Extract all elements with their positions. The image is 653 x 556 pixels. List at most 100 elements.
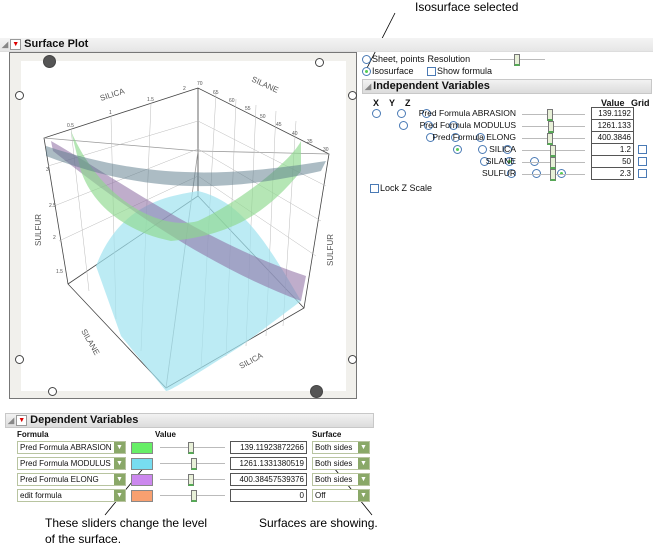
collapse-icon[interactable]: ◢ [2, 40, 9, 49]
axis-y-radio[interactable] [397, 109, 406, 118]
surface-modulus [96, 191, 301, 391]
chevron-down-icon: ▼ [358, 490, 369, 501]
sheet-radio[interactable] [362, 54, 371, 64]
surface-color-swatch[interactable] [131, 474, 153, 486]
formula-select[interactable]: Pred Formula MODULUS ▼ [17, 457, 126, 470]
annotation-isosurface: Isosurface selected [415, 0, 519, 14]
isosurface-radio[interactable] [362, 66, 371, 76]
variable-slider[interactable] [522, 169, 585, 181]
formula-select[interactable]: Pred Formula ABRASION ▼ [17, 441, 126, 454]
axis-x-radio[interactable] [426, 133, 435, 142]
resize-handle[interactable] [15, 355, 24, 364]
axis-x-radio[interactable] [480, 157, 489, 166]
value-slider[interactable] [160, 458, 225, 470]
variable-slider[interactable] [522, 157, 585, 169]
isosurface-option[interactable]: Isosurface [362, 66, 414, 76]
formula-select[interactable]: Pred Formula ELONG ▼ [17, 473, 126, 486]
tick: 2 [53, 235, 56, 241]
red-triangle-menu-icon[interactable]: ▼ [10, 39, 22, 50]
axis-x-radio[interactable] [399, 121, 408, 130]
value-input[interactable]: 0 [230, 489, 307, 502]
variable-slider[interactable] [522, 133, 585, 145]
axis-z-radio[interactable] [449, 121, 458, 130]
variable-name: Pred Formula ELONG [432, 132, 516, 142]
chevron-down-icon: ▼ [358, 474, 369, 485]
surface-abrasion [71, 131, 301, 241]
variable-slider[interactable] [522, 145, 585, 157]
axis-y-radio[interactable] [451, 133, 460, 142]
tick-labels: 0.5 1 1.5 2 30 35 40 45 50 55 60 65 70 1… [46, 81, 329, 275]
sheet-option[interactable]: Sheet, points Resolution [362, 54, 470, 64]
value-input[interactable]: 1261.1331380519 [230, 457, 307, 470]
surface-color-swatch[interactable] [131, 458, 153, 470]
surface-value: Off [315, 491, 326, 500]
axis-y-radio[interactable] [532, 169, 541, 178]
resize-handle[interactable] [348, 355, 357, 364]
resolution-slider[interactable] [490, 54, 545, 66]
axis-z-radio[interactable] [530, 157, 539, 166]
tick: 3 [46, 167, 49, 173]
variable-value-input[interactable]: 2.3 [591, 167, 634, 180]
formula-select[interactable]: edit formula ▼ [17, 489, 126, 502]
surface-select[interactable]: Both sides ▼ [312, 457, 370, 470]
axis-x-radio[interactable] [453, 145, 462, 154]
sheet-label: Sheet, points [372, 54, 425, 64]
surface-plot-canvas[interactable]: SILICA SILANE SULFUR SULFUR SILANE SILIC… [9, 52, 357, 399]
axis-x-radio[interactable] [372, 109, 381, 118]
value-slider[interactable] [160, 442, 225, 454]
surface-color-swatch[interactable] [131, 442, 153, 454]
collapse-icon[interactable]: ◢ [365, 82, 372, 91]
tick: 1.5 [147, 97, 154, 103]
tick: 1.5 [56, 269, 63, 275]
value-input[interactable]: 400.38457539376 [230, 473, 307, 486]
grid-checkbox[interactable] [638, 157, 647, 166]
chevron-down-icon: ▼ [114, 490, 125, 501]
variable-name: SILANE [485, 156, 516, 166]
resize-handle[interactable] [348, 91, 357, 100]
axis-z-radio[interactable] [476, 133, 485, 142]
axis-y-radio[interactable] [505, 157, 514, 166]
grid-checkbox[interactable] [638, 169, 647, 178]
show-formula-checkbox[interactable] [427, 66, 436, 76]
axis-x-radio[interactable] [507, 169, 516, 178]
surface-select[interactable]: Both sides ▼ [312, 441, 370, 454]
tick: 50 [260, 114, 266, 120]
red-triangle-menu-icon[interactable]: ▼ [16, 415, 28, 426]
surface-color-swatch[interactable] [131, 490, 153, 502]
col-y: Y [389, 98, 396, 108]
value-slider[interactable] [160, 490, 225, 502]
formula-value: edit formula [20, 491, 62, 500]
variable-slider[interactable] [522, 121, 585, 133]
axis-y-radio[interactable] [424, 121, 433, 130]
grid-checkbox[interactable] [638, 145, 647, 154]
surface-elong [51, 141, 306, 301]
value-slider[interactable] [160, 474, 225, 486]
variable-name: Pred Formula ABRASION [418, 108, 516, 118]
lock-z-scale[interactable]: Lock Z Scale [370, 183, 432, 193]
axis-y-radio[interactable] [478, 145, 487, 154]
show-formula-option[interactable]: Show formula [427, 66, 492, 76]
tick: 30 [323, 147, 329, 153]
variable-name: SILICA [489, 144, 516, 154]
resize-handle[interactable] [48, 387, 57, 396]
3d-plot[interactable]: SILICA SILANE SULFUR SULFUR SILANE SILIC… [10, 53, 356, 398]
rotate-handle[interactable] [43, 55, 56, 68]
tick: 2.5 [49, 203, 56, 209]
formula-value: Pred Formula ELONG [20, 475, 99, 484]
rotate-handle[interactable] [310, 385, 323, 398]
tick: 1 [109, 110, 112, 116]
resize-handle[interactable] [15, 91, 24, 100]
axis-z-radio[interactable] [503, 145, 512, 154]
axis-z-radio[interactable] [557, 169, 566, 178]
collapse-icon[interactable]: ◢ [8, 416, 15, 425]
sulfur-axis-label-left: SULFUR [34, 214, 43, 246]
resize-handle[interactable] [315, 58, 324, 67]
surface-select[interactable]: Off ▼ [312, 489, 370, 502]
surface-select[interactable]: Both sides ▼ [312, 473, 370, 486]
variable-slider[interactable] [522, 109, 585, 121]
dependent-variables-title: Dependent Variables [30, 414, 139, 426]
axis-z-radio[interactable] [422, 109, 431, 118]
lock-z-checkbox[interactable] [370, 183, 379, 193]
value-input[interactable]: 139.11923872266 [230, 441, 307, 454]
chevron-down-icon: ▼ [114, 458, 125, 469]
